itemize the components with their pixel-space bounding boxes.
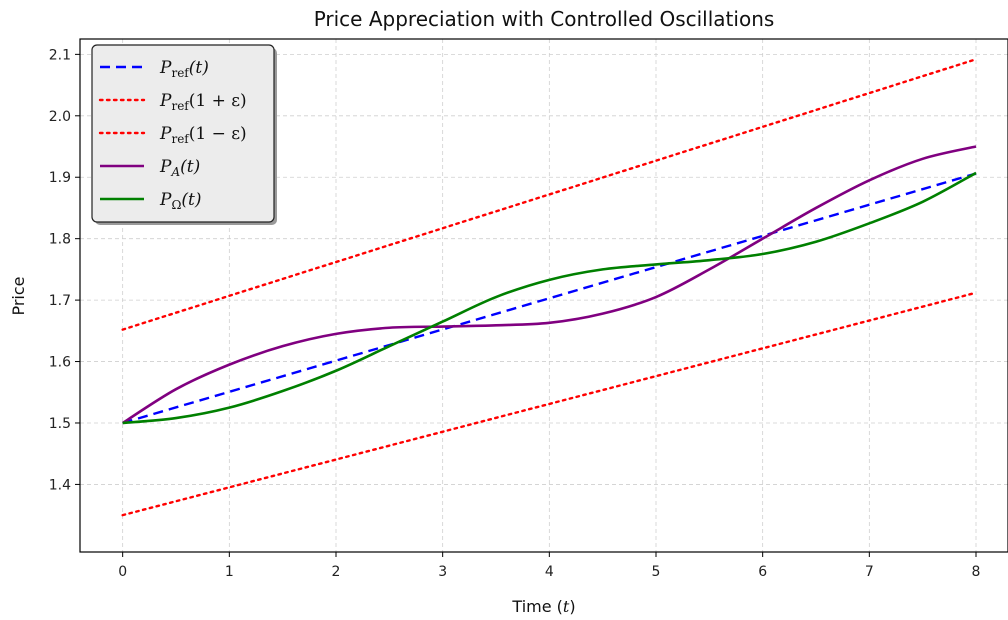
legend-label-2: Pref(1 + ε) — [159, 91, 247, 113]
series-group — [121, 58, 978, 517]
legend: Pref(t) Pref(1 + ε) Pref(1 − ε) PA(t) PΩ(t) — [91, 44, 277, 225]
chart-title: Price Appreciation with Controlled Oscil… — [314, 7, 775, 31]
x-tick-label: 0 — [118, 564, 127, 580]
y-tick-label: 1.5 — [49, 416, 71, 432]
x-tick-label: 1 — [225, 564, 234, 580]
series-line-3 — [121, 291, 978, 517]
series-line-4 — [121, 145, 977, 425]
x-tick-label: 5 — [652, 564, 661, 580]
legend-label-3: Pref(1 − ε) — [159, 124, 247, 146]
x-tick-label: 2 — [332, 564, 341, 580]
y-tick-label: 2.1 — [49, 47, 71, 63]
x-tick-label: 4 — [545, 564, 554, 580]
x-tick-label: 8 — [972, 564, 981, 580]
series-line-1 — [122, 172, 977, 425]
legend-box — [91, 44, 275, 223]
plot-frame — [79, 38, 1008, 553]
series-line-5 — [122, 171, 977, 425]
x-tick-label: 7 — [865, 564, 874, 580]
legend-label-4: PA(t) — [159, 157, 200, 179]
y-tick-label: 2.0 — [49, 109, 71, 125]
ticks: 0 1 2 3 4 5 6 7 8 1.4 1.5 1.6 1.7 1.8 1.9 2.0 2.1 — [49, 47, 981, 580]
series-line-2 — [121, 58, 978, 331]
y-tick-label: 1.8 — [49, 232, 71, 248]
x-tick-label: 6 — [758, 564, 767, 580]
y-tick-label: 1.9 — [49, 170, 71, 186]
x-axis-label: Time (t) — [511, 597, 575, 616]
legend-label-5: PΩ(t) — [159, 190, 202, 212]
x-tick-label: 3 — [438, 564, 447, 580]
y-axis-label: Price — [9, 276, 28, 315]
y-tick-label: 1.6 — [49, 355, 71, 371]
legend-label-1: Pref(t) — [159, 58, 209, 80]
y-tick-label: 1.7 — [49, 293, 71, 309]
y-tick-label: 1.4 — [49, 477, 71, 493]
